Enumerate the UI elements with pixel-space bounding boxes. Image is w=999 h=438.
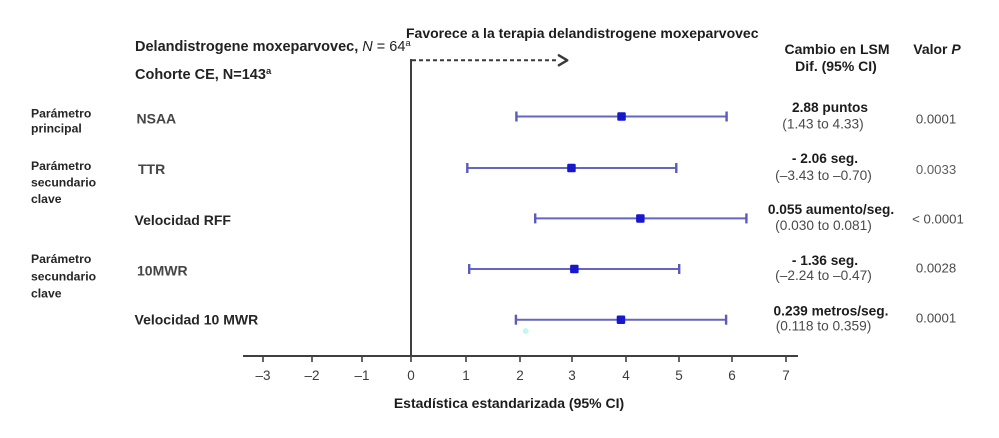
svg-text:6: 6: [728, 368, 736, 383]
svg-text:NSAA: NSAA: [137, 111, 177, 127]
svg-text:(–2.24 to –0.47): (–2.24 to –0.47): [775, 268, 872, 283]
svg-text:clave: clave: [31, 192, 62, 206]
svg-text:(0.118 to 0.359): (0.118 to 0.359): [776, 319, 872, 334]
svg-text:Delandistrogene moxeparvovec,: Delandistrogene moxeparvovec, N = 64a: [135, 38, 411, 55]
svg-text:0.0033: 0.0033: [916, 162, 956, 177]
svg-text:0.0001: 0.0001: [916, 112, 956, 127]
svg-text:principal: principal: [31, 122, 82, 136]
svg-text:–1: –1: [354, 368, 369, 383]
svg-text:Velocidad RFF: Velocidad RFF: [135, 212, 232, 228]
svg-text:Estadística estandarizada (95%: Estadística estandarizada (95% CI): [394, 395, 624, 411]
svg-text:0.0028: 0.0028: [916, 261, 956, 276]
svg-text:0: 0: [407, 368, 415, 383]
svg-text:Parámetro: Parámetro: [31, 252, 91, 266]
svg-text:secundario: secundario: [31, 176, 96, 190]
svg-text:- 1.36 seg.: - 1.36 seg.: [792, 253, 858, 268]
svg-text:Cohorte CE, N=143a: Cohorte CE, N=143a: [135, 66, 272, 83]
svg-text:secundario: secundario: [31, 270, 96, 284]
svg-text:Cambio en LSM: Cambio en LSM: [784, 41, 889, 57]
svg-text:clave: clave: [31, 287, 62, 301]
svg-text:1: 1: [462, 368, 470, 383]
svg-text:- 2.06 seg.: - 2.06 seg.: [792, 151, 858, 166]
svg-text:5: 5: [675, 368, 683, 383]
svg-text:0.239 metros/seg.: 0.239 metros/seg.: [774, 304, 889, 319]
svg-text:Parámetro: Parámetro: [31, 159, 91, 173]
svg-text:4: 4: [622, 368, 630, 383]
svg-text:Valor P: Valor P: [913, 41, 961, 57]
svg-text:Favorece a la terapia delandis: Favorece a la terapia delandistrogene mo…: [406, 25, 759, 41]
svg-text:TTR: TTR: [138, 161, 165, 177]
svg-text:(1.43 to 4.33): (1.43 to 4.33): [782, 117, 863, 132]
svg-text:0.055 aumento/seg.: 0.055 aumento/seg.: [768, 202, 894, 217]
svg-text:2: 2: [516, 368, 524, 383]
svg-text:2.88 puntos: 2.88 puntos: [792, 100, 868, 115]
svg-text:–3: –3: [255, 368, 270, 383]
svg-text:(0.030 to 0.081): (0.030 to 0.081): [775, 218, 872, 233]
svg-text:0.0001: 0.0001: [916, 311, 956, 326]
svg-text:10MWR: 10MWR: [137, 263, 188, 279]
svg-text:(–3.43 to –0.70): (–3.43 to –0.70): [775, 168, 872, 183]
svg-text:< 0.0001: < 0.0001: [912, 212, 964, 227]
svg-text:3: 3: [568, 368, 576, 383]
svg-text:Dif. (95% CI): Dif. (95% CI): [795, 58, 877, 74]
svg-text:7: 7: [782, 368, 790, 383]
svg-text:–2: –2: [304, 368, 319, 383]
svg-text:Parámetro: Parámetro: [31, 107, 91, 121]
svg-text:Velocidad 10 MWR: Velocidad 10 MWR: [135, 312, 259, 328]
